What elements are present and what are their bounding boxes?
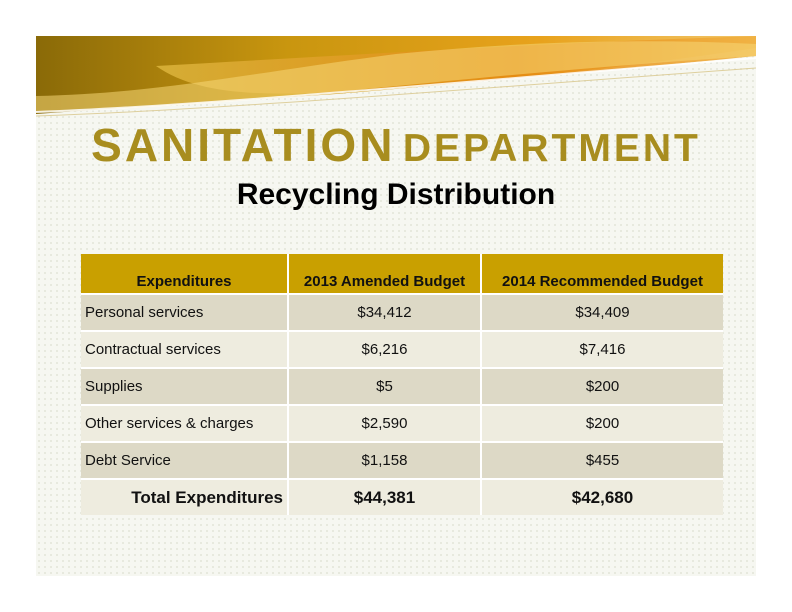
page-subtitle: Recycling Distribution	[236, 178, 556, 211]
row-2013-value: $5	[289, 367, 482, 404]
row-label: Debt Service	[81, 441, 289, 478]
header-2014-recommended-budget: 2014 Recommended Budget	[482, 254, 723, 293]
table-row: Debt Service $1,158 $455	[81, 441, 723, 478]
total-2014-value: $42,680	[482, 478, 723, 515]
page-title: SANITATION DEPARTMENT	[36, 118, 756, 172]
row-label: Supplies	[81, 367, 289, 404]
total-2013-value: $44,381	[289, 478, 482, 515]
total-label: Total Expenditures	[81, 478, 289, 515]
header-expenditures: Expenditures	[81, 254, 289, 293]
table-header-row: Expenditures 2013 Amended Budget 2014 Re…	[81, 254, 723, 293]
title-word-department: DEPARTMENT	[402, 127, 701, 170]
table-row: Supplies $5 $200	[81, 367, 723, 404]
budget-table: Expenditures 2013 Amended Budget 2014 Re…	[81, 254, 723, 515]
total-row: Total Expenditures $44,381 $42,680	[81, 478, 723, 515]
table-row: Personal services $34,412 $34,409	[81, 293, 723, 330]
row-2013-value: $34,412	[289, 293, 482, 330]
row-2013-value: $1,158	[289, 441, 482, 478]
gold-swoosh-banner	[36, 36, 756, 117]
row-2014-value: $200	[482, 367, 723, 404]
row-2013-value: $6,216	[289, 330, 482, 367]
row-label: Contractual services	[81, 330, 289, 367]
header-2013-amended-budget: 2013 Amended Budget	[289, 254, 482, 293]
title-word-sanitation: SANITATION	[91, 119, 396, 171]
row-2014-value: $200	[482, 404, 723, 441]
row-label: Personal services	[81, 293, 289, 330]
table-row: Other services & charges $2,590 $200	[81, 404, 723, 441]
table-row: Contractual services $6,216 $7,416	[81, 330, 723, 367]
row-2014-value: $34,409	[482, 293, 723, 330]
row-2014-value: $7,416	[482, 330, 723, 367]
row-2013-value: $2,590	[289, 404, 482, 441]
row-2014-value: $455	[482, 441, 723, 478]
slide: SANITATION DEPARTMENT Recycling Distribu…	[36, 36, 756, 576]
row-label: Other services & charges	[81, 404, 289, 441]
